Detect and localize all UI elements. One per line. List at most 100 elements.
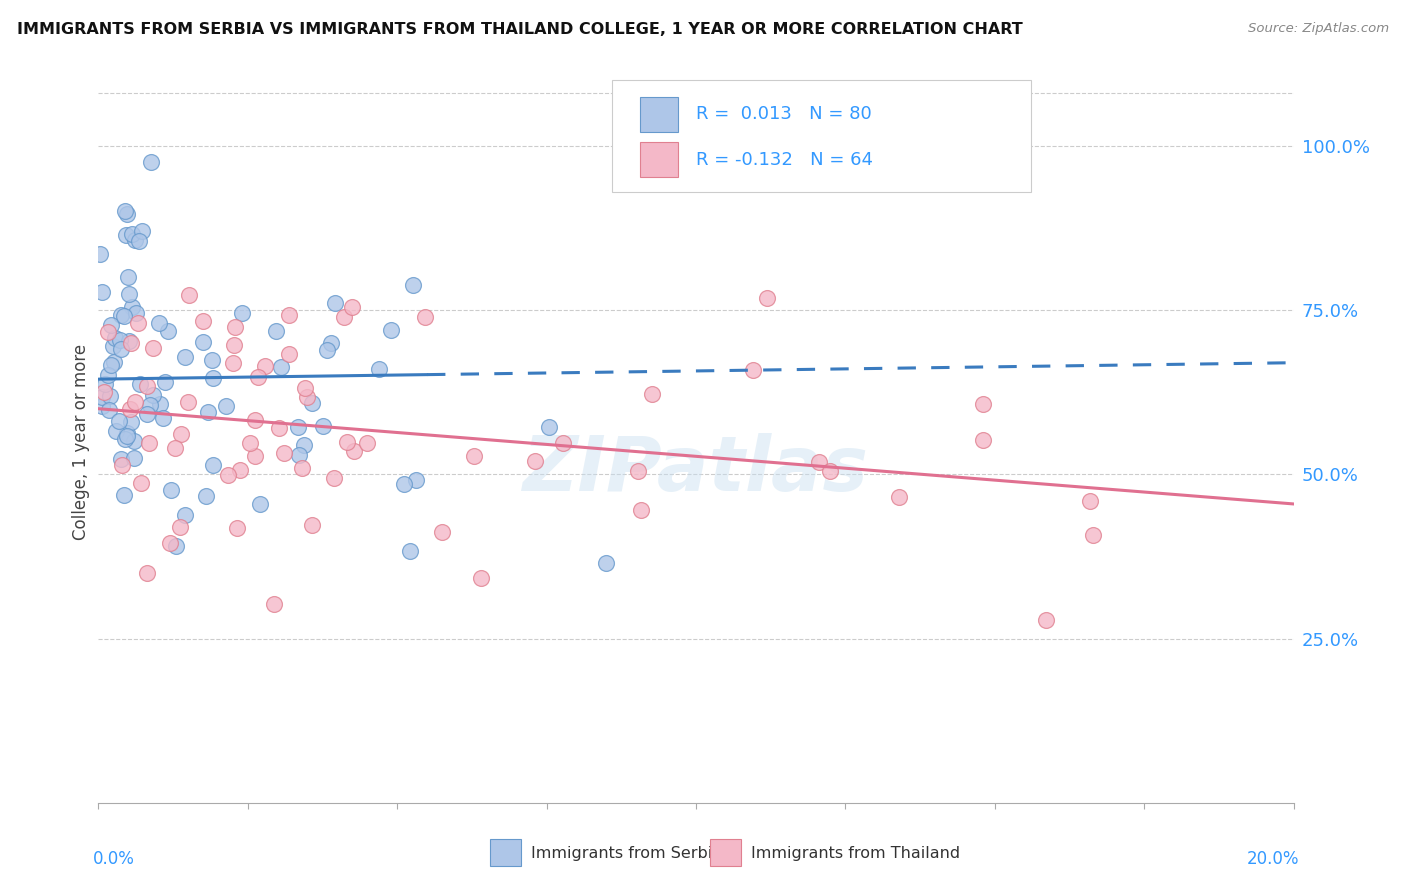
Point xyxy=(165,441,187,455)
Point xyxy=(128,234,150,248)
Point xyxy=(254,359,277,373)
Point xyxy=(152,411,174,425)
Point xyxy=(103,355,125,369)
Point xyxy=(100,358,122,372)
Point xyxy=(118,334,141,349)
Point xyxy=(217,468,239,483)
Text: 0.0%: 0.0% xyxy=(93,850,135,868)
Point xyxy=(229,463,252,477)
Bar xyxy=(710,838,741,866)
Point xyxy=(148,316,170,330)
Point xyxy=(135,566,157,580)
Point xyxy=(169,520,191,534)
Point xyxy=(247,369,270,384)
Point xyxy=(100,318,122,332)
Point xyxy=(138,436,160,450)
Point xyxy=(323,471,346,485)
Point xyxy=(245,449,267,463)
Point xyxy=(153,376,176,390)
Point xyxy=(430,524,453,539)
Point xyxy=(332,310,354,325)
Point xyxy=(121,300,143,314)
Point xyxy=(222,337,245,351)
Point xyxy=(104,330,127,344)
Point xyxy=(98,402,121,417)
Point xyxy=(294,381,316,395)
Point xyxy=(470,570,492,584)
Bar xyxy=(640,143,678,178)
Text: IMMIGRANTS FROM SERBIA VS IMMIGRANTS FROM THAILAND COLLEGE, 1 YEAR OR MORE CORRE: IMMIGRANTS FROM SERBIA VS IMMIGRANTS FRO… xyxy=(17,22,1022,37)
Point xyxy=(551,436,574,450)
Point xyxy=(136,378,159,392)
Point xyxy=(173,350,195,364)
Point xyxy=(818,464,841,478)
Point xyxy=(91,391,114,405)
Point xyxy=(301,396,323,410)
Point xyxy=(277,308,299,322)
Point xyxy=(292,438,315,452)
Point xyxy=(319,335,342,350)
Point xyxy=(972,433,994,447)
Point xyxy=(138,398,160,412)
Point xyxy=(157,324,180,338)
Point xyxy=(122,450,145,465)
Point xyxy=(127,316,149,330)
Point xyxy=(128,377,150,392)
Point xyxy=(114,203,136,218)
Point xyxy=(108,414,131,428)
Point xyxy=(315,343,337,357)
Point xyxy=(368,361,391,376)
Point xyxy=(524,454,547,468)
Point xyxy=(114,432,136,446)
Point xyxy=(288,449,311,463)
Point xyxy=(90,285,112,299)
Point xyxy=(312,419,335,434)
Point xyxy=(263,597,285,611)
Point xyxy=(1081,528,1104,542)
Point xyxy=(115,426,138,441)
Point xyxy=(741,362,763,376)
Point xyxy=(177,395,200,409)
Point xyxy=(222,356,245,370)
Point xyxy=(149,397,172,411)
Point xyxy=(224,320,246,334)
Point xyxy=(301,518,323,533)
Text: R = -0.132   N = 64: R = -0.132 N = 64 xyxy=(696,151,873,169)
Point xyxy=(120,415,142,429)
Point xyxy=(239,435,262,450)
Y-axis label: College, 1 year or more: College, 1 year or more xyxy=(72,343,90,540)
Point xyxy=(398,544,420,558)
Point xyxy=(756,291,779,305)
Point xyxy=(121,227,143,241)
Point xyxy=(323,295,346,310)
Point xyxy=(97,368,120,382)
Point xyxy=(402,278,425,293)
Point xyxy=(202,371,225,385)
Point xyxy=(266,324,288,338)
Point xyxy=(120,335,142,350)
Point xyxy=(287,419,309,434)
Point xyxy=(243,413,266,427)
Point xyxy=(463,449,485,463)
Point xyxy=(249,497,271,511)
Point xyxy=(273,445,295,459)
Text: ZIPatlas: ZIPatlas xyxy=(523,434,869,508)
Point xyxy=(105,425,128,439)
Point xyxy=(595,556,617,570)
Point xyxy=(159,483,181,497)
Point xyxy=(93,385,115,400)
Point xyxy=(277,347,299,361)
Point xyxy=(405,473,427,487)
Point xyxy=(112,488,135,502)
Point xyxy=(98,389,121,403)
Point xyxy=(889,490,911,504)
Point xyxy=(197,404,219,418)
Point xyxy=(131,224,153,238)
Point xyxy=(142,388,165,402)
Point xyxy=(111,458,134,473)
Point xyxy=(342,300,364,314)
Point xyxy=(141,154,163,169)
Point xyxy=(179,287,201,301)
Text: Immigrants from Thailand: Immigrants from Thailand xyxy=(751,847,960,861)
Point xyxy=(336,434,359,449)
